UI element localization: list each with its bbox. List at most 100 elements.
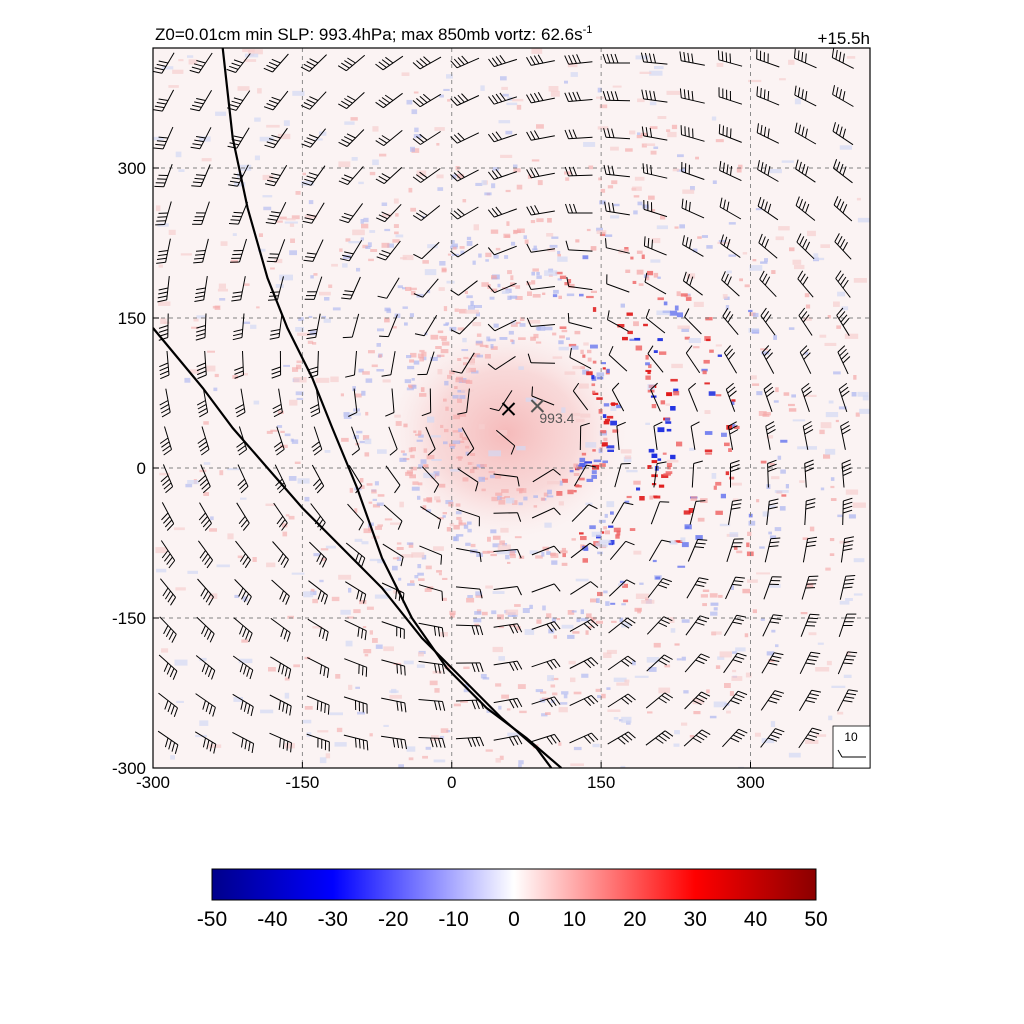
vorticity-cell [434, 496, 441, 501]
vorticity-cell [189, 369, 200, 374]
wind-barb-flag [153, 70, 163, 74]
vorticity-cell [725, 305, 730, 310]
vorticity-cell [465, 542, 471, 546]
vorticity-cell [550, 90, 560, 97]
wind-barb-flag [730, 464, 740, 468]
vorticity-cell [490, 346, 498, 350]
wind-barb-flag [564, 92, 569, 102]
vorticity-cell [556, 491, 563, 496]
wind-barb-flag [805, 506, 816, 510]
wind-barb-shaft [493, 473, 518, 478]
vorticity-cell [185, 483, 193, 488]
vorticity-cell [590, 598, 598, 603]
vorticity-cell [468, 367, 476, 373]
vorticity-cell [645, 362, 650, 366]
vorticity-cell [476, 552, 483, 557]
wind-barb-flag [307, 328, 318, 332]
vorticity-cell [759, 546, 765, 549]
wind-barb-flag [200, 516, 208, 524]
wind-barb-flag [204, 665, 210, 675]
wind-barb-flag [246, 596, 252, 606]
vorticity-cell [180, 253, 192, 256]
wind-barb-flag [204, 523, 212, 531]
vorticity-cell [692, 698, 704, 705]
wind-barb-flag [233, 329, 243, 333]
vorticity-cell [426, 497, 433, 502]
vorticity-cell [353, 434, 359, 439]
vorticity-cell [500, 154, 513, 158]
vorticity-cell [592, 449, 596, 452]
vorticity-cell [680, 537, 686, 543]
vorticity-cell [266, 124, 280, 128]
vorticity-cell [460, 250, 465, 255]
wind-barb-shaft [647, 578, 664, 598]
wind-barb-flag [194, 139, 204, 143]
wind-barb-flag [737, 652, 747, 657]
wind-barb-flag [230, 219, 241, 221]
wind-barb-flag [806, 498, 816, 502]
vorticity-cell [590, 344, 598, 349]
wind-barb-flag [378, 99, 387, 106]
vorticity-cell [323, 318, 331, 323]
wind-barb-shaft [309, 541, 327, 560]
vorticity-cell [597, 695, 602, 699]
wind-barb-flag [157, 295, 168, 299]
vorticity-cell [573, 473, 580, 476]
colorbar-tick-label: -10 [438, 908, 468, 931]
wind-barb-shaft [391, 388, 395, 413]
vorticity-cell [531, 159, 540, 162]
vorticity-cell [648, 364, 652, 369]
wind-barb-flag [167, 702, 172, 713]
wind-barb-flag [189, 108, 200, 112]
colorbar-tick-label: 50 [804, 908, 827, 931]
vorticity-cell [418, 652, 424, 657]
vorticity-cell [187, 570, 198, 574]
vorticity-cell [591, 531, 602, 537]
vorticity-cell [507, 270, 512, 275]
wind-barb-shaft [606, 210, 630, 216]
wind-barb-flag [232, 337, 243, 341]
vorticity-cell [693, 301, 704, 307]
vorticity-cell [455, 378, 464, 383]
vorticity-cell [651, 238, 661, 244]
wind-barb-shaft [608, 354, 628, 372]
wind-barb-flag [282, 739, 285, 750]
wind-barb-flag [587, 696, 595, 705]
vorticity-cell [646, 657, 660, 663]
wind-barb-flag [163, 516, 171, 524]
wind-barb-flag [201, 662, 206, 673]
vorticity-cell [257, 88, 262, 94]
vorticity-cell [676, 441, 683, 447]
wind-barb-shaft [689, 501, 697, 525]
wind-barb-flag [732, 583, 742, 586]
vorticity-cell [756, 391, 763, 396]
vorticity-cell [367, 242, 372, 247]
vorticity-cell [405, 471, 413, 476]
wind-barb-shaft [719, 206, 742, 220]
wind-barb-shaft [419, 545, 442, 556]
wind-barb-flag [764, 238, 769, 249]
vorticity-cell [617, 324, 625, 328]
vorticity-cell [690, 496, 698, 501]
wind-barb-flag [268, 61, 279, 67]
vorticity-cell [557, 278, 562, 281]
vorticity-cell [829, 538, 835, 542]
wind-barb-flag [232, 333, 243, 337]
wind-barb-flag [164, 737, 169, 748]
vorticity-cell [325, 545, 336, 549]
wind-barb-flag [698, 577, 709, 581]
wind-barb-flag [194, 295, 205, 299]
wind-barb-flag [812, 727, 822, 732]
vorticity-cell [862, 395, 869, 401]
vorticity-cell [409, 313, 414, 318]
wind-barb-flag [588, 504, 598, 510]
vorticity-cell [203, 492, 209, 496]
vorticity-cell [636, 487, 641, 491]
wind-barb-flag [240, 486, 249, 494]
vorticity-cell [369, 558, 383, 562]
vorticity-cell [422, 464, 429, 468]
colorbar-tick-label: -30 [318, 908, 348, 931]
wind-barb-flag [646, 164, 649, 174]
wind-barb-flag [587, 734, 595, 743]
vorticity-cell [365, 378, 373, 383]
